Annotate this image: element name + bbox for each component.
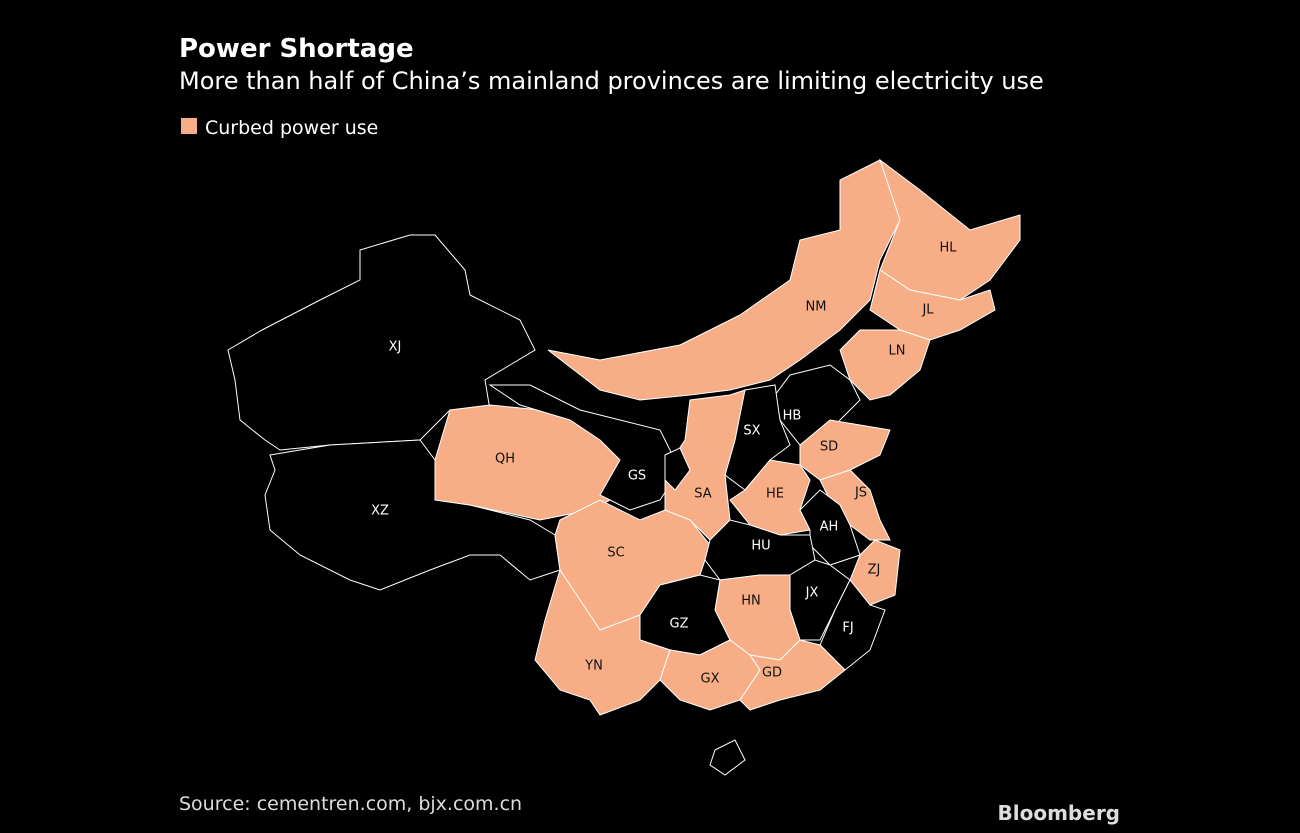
title: Power Shortage — [179, 34, 414, 64]
province-label: HB — [783, 409, 802, 424]
province-label: HN — [741, 594, 761, 609]
province-shape — [799, 419, 891, 481]
province-label: JX — [805, 586, 819, 601]
province-shape — [879, 158, 1021, 301]
province-shape — [488, 384, 681, 511]
province-label: XJ — [389, 340, 402, 355]
province-label: QH — [495, 452, 515, 467]
province-shape — [227, 234, 536, 451]
province-label: SA — [694, 487, 711, 502]
province-label: HE — [766, 487, 784, 502]
province-label: FJ — [842, 621, 853, 636]
province-label: JL — [921, 303, 934, 318]
subtitle: More than half of China’s mainland provi… — [179, 67, 1044, 95]
province-shape — [869, 269, 996, 341]
province-shape — [664, 447, 691, 491]
province-label: LN — [889, 344, 906, 359]
province-shape — [739, 639, 846, 711]
province-label: GD — [762, 666, 782, 681]
province-label: HL — [939, 241, 957, 256]
source: Source: cementren.com, bjx.com.cn — [179, 793, 522, 815]
legend-swatch — [181, 118, 197, 134]
brand: Bloomberg — [998, 801, 1120, 825]
province-label: YN — [584, 659, 603, 674]
province-label: GX — [701, 672, 720, 687]
province-label: SX — [743, 424, 760, 439]
province-label: SC — [607, 546, 624, 561]
province-shape — [534, 568, 671, 716]
province-label: AH — [820, 520, 839, 535]
province-label: SD — [820, 440, 838, 455]
province-shape — [839, 329, 931, 401]
province-shape — [709, 739, 746, 776]
province-label: XZ — [371, 504, 389, 519]
province-label: NM — [806, 300, 827, 315]
map: XJ XZ QH GS NM HL JL LN HB SX SD HE SA SC JS AH ZJ HU JX FJ… — [227, 158, 1021, 716]
province-label: ZJ — [868, 563, 881, 578]
province-label: GS — [628, 469, 646, 484]
province-label: JS — [854, 486, 867, 501]
province-label: HU — [751, 539, 770, 554]
legend-label: Curbed power use — [205, 117, 378, 139]
province-label: GZ — [670, 617, 689, 632]
